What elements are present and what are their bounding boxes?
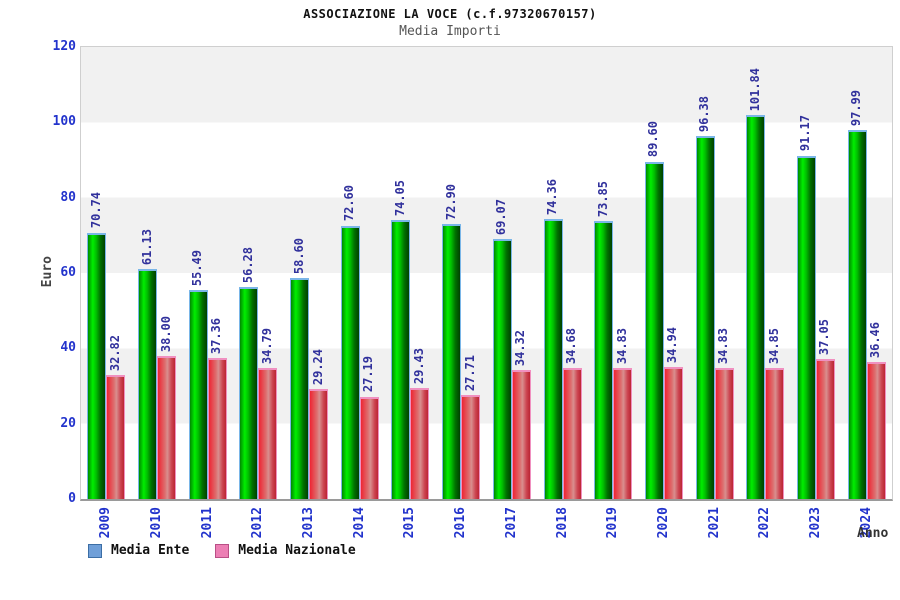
bar-value-label: 61.13 <box>139 228 154 265</box>
chart-subtitle: Media Importi <box>399 24 501 39</box>
bar-value-label: 74.36 <box>545 178 560 215</box>
bar-value-label: 32.82 <box>107 335 122 372</box>
bar-value-label: 96.38 <box>697 95 712 132</box>
bar-value-label: 73.85 <box>595 180 610 217</box>
x-tick-label: 2021 <box>706 507 722 539</box>
bar-value-label: 34.68 <box>564 328 579 365</box>
bar-media-ente <box>290 278 310 499</box>
bar-media-nazionale <box>207 358 227 499</box>
bar-media-nazionale <box>106 375 126 499</box>
y-tick-label: 0 <box>68 491 76 506</box>
x-tick-label: 2017 <box>503 507 519 539</box>
y-tick-label: 80 <box>60 189 76 205</box>
bar-value-label: 36.46 <box>868 321 883 358</box>
bar-media-ente <box>138 268 158 499</box>
bar-value-label: 55.49 <box>190 249 205 286</box>
bar-media-ente <box>644 161 664 499</box>
bar-value-label: 56.28 <box>240 246 255 284</box>
bar-value-label: 29.24 <box>310 348 325 385</box>
legend-item-media-nazionale: Media Nazionale <box>215 543 356 558</box>
bar-media-nazionale <box>511 369 531 499</box>
bar-value-label: 37.05 <box>817 319 832 356</box>
x-tick-label: 2013 <box>301 507 317 539</box>
x-tick-label: 2016 <box>453 507 469 539</box>
bar-media-ente <box>847 129 867 499</box>
bar-value-label: 72.60 <box>342 185 357 222</box>
bar-media-ente <box>391 220 411 499</box>
bar-value-label: 34.85 <box>766 327 781 364</box>
bar-media-ente <box>188 290 208 499</box>
x-axis-title: Anno <box>857 526 889 541</box>
bar-media-nazionale <box>461 394 481 499</box>
bar-value-label: 89.60 <box>646 121 661 158</box>
x-tick-label: 2014 <box>351 507 367 539</box>
x-tick-label: 2018 <box>554 507 570 539</box>
media-ente-swatch-icon <box>88 543 102 558</box>
bar-media-ente <box>746 115 766 499</box>
bar-media-nazionale <box>309 388 329 499</box>
bar-value-label: 34.94 <box>665 327 680 364</box>
bar-value-label: 34.79 <box>259 327 274 364</box>
x-tick-label: 2012 <box>250 507 266 539</box>
legend-item-media-ente: Media Ente <box>88 543 189 558</box>
bar-value-label: 74.05 <box>392 179 407 217</box>
x-tick-label: 2020 <box>655 507 671 539</box>
legend-label: Media Ente <box>111 543 190 558</box>
bar-media-nazionale <box>765 367 785 499</box>
bar-media-ente <box>695 135 715 499</box>
x-tick-label: 2015 <box>402 507 418 539</box>
bar-value-label: 58.60 <box>291 238 306 275</box>
bar-value-label: 34.83 <box>716 327 731 364</box>
bar-value-label: 101.84 <box>747 68 762 112</box>
bar-media-nazionale <box>663 367 683 499</box>
media-nazionale-swatch-icon <box>215 543 230 558</box>
bar-media-ente <box>340 225 360 499</box>
legend-label: Media Nazionale <box>238 543 356 558</box>
y-tick-label: 20 <box>60 415 76 431</box>
bar-value-label: 97.99 <box>849 89 864 126</box>
x-tick-label: 2009 <box>98 507 114 539</box>
x-tick-label: 2011 <box>199 507 215 539</box>
bar-media-ente <box>594 220 614 499</box>
bar-media-nazionale <box>359 396 379 499</box>
x-tick-label: 2010 <box>149 507 165 539</box>
bar-media-ente <box>87 232 107 499</box>
bar-value-label: 69.07 <box>494 198 509 235</box>
y-axis-title: Euro <box>40 256 55 288</box>
bar-value-label: 29.43 <box>411 348 426 385</box>
bar-value-label: 27.19 <box>361 356 376 393</box>
y-tick-label: 120 <box>52 39 76 54</box>
bar-media-nazionale <box>613 367 633 499</box>
bar-media-ente <box>442 224 462 499</box>
bar-value-label: 72.90 <box>443 184 458 221</box>
x-tick-label: 2019 <box>605 507 621 539</box>
bar-media-nazionale <box>258 367 278 499</box>
bar-value-label: 34.32 <box>513 329 528 366</box>
y-tick-label: 40 <box>60 340 76 356</box>
bar-value-label: 34.83 <box>614 327 629 364</box>
bar-media-ente <box>239 287 259 499</box>
bar-value-label: 38.00 <box>158 315 173 352</box>
bar-media-nazionale <box>815 359 835 499</box>
bar-media-nazionale <box>410 388 430 499</box>
legend: Media Ente Media Nazionale <box>88 543 356 558</box>
bar-value-label: 91.17 <box>798 115 813 152</box>
chart-title: ASSOCIAZIONE LA VOCE (c.f.97320670157) <box>303 7 597 21</box>
bar-media-nazionale <box>157 355 177 499</box>
x-tick-label: 2023 <box>807 507 823 539</box>
bar-media-nazionale <box>866 361 886 499</box>
bar-media-ente <box>543 218 563 499</box>
bar-media-ente <box>492 238 512 499</box>
x-tick-label: 2022 <box>757 507 773 539</box>
bar-media-nazionale <box>562 368 582 499</box>
y-tick-label: 100 <box>52 114 76 130</box>
bar-value-label: 27.71 <box>462 354 477 391</box>
bar-value-label: 37.36 <box>209 318 224 355</box>
bar-media-ente <box>796 155 816 499</box>
bar-value-label: 70.74 <box>88 192 103 229</box>
bar-media-nazionale <box>714 367 734 499</box>
y-tick-label: 60 <box>60 265 76 280</box>
